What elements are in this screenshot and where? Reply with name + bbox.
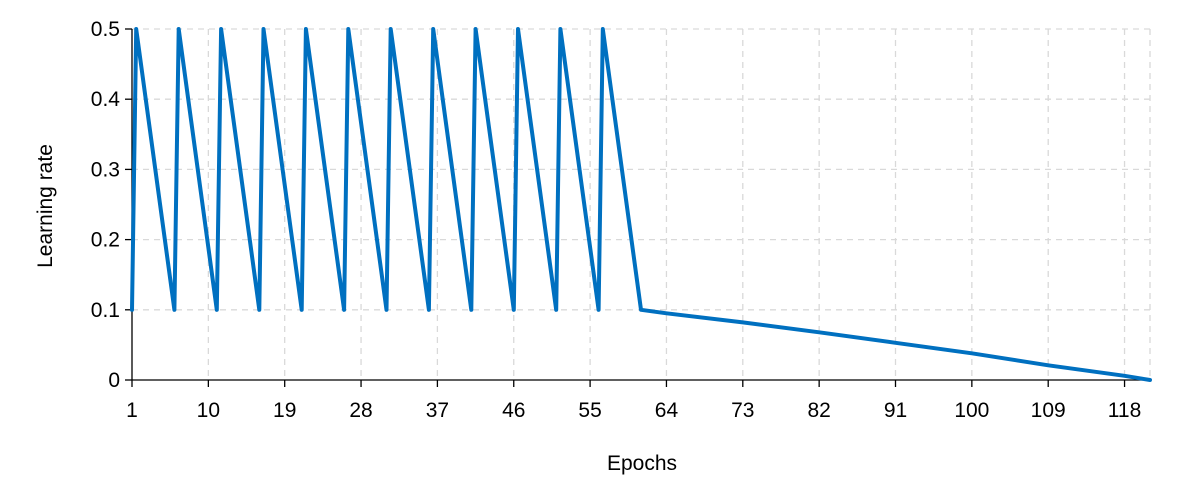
y-axis-title: Learning rate xyxy=(34,144,57,268)
x-tick-label: 100 xyxy=(954,399,989,422)
y-tick-label: 0.1 xyxy=(91,299,120,322)
x-tick-label: 1 xyxy=(126,399,138,422)
x-tick-label: 82 xyxy=(807,399,830,422)
x-tick-label: 46 xyxy=(502,399,525,422)
x-tick-label: 64 xyxy=(655,399,679,422)
x-tick-label: 19 xyxy=(273,399,296,422)
x-tick-label: 118 xyxy=(1108,399,1141,422)
x-tick-label: 55 xyxy=(578,399,601,422)
y-tick-label: 0 xyxy=(108,369,120,392)
y-tick-label: 0.4 xyxy=(91,88,121,111)
series-line-1 xyxy=(130,27,1152,382)
x-tick-label: 109 xyxy=(1031,399,1066,422)
y-tick-label: 0.2 xyxy=(91,229,120,252)
y-axis-ticks: 0 0.1 0.2 0.3 0.4 0.5 xyxy=(91,18,132,392)
x-axis-title: Epochs xyxy=(607,452,677,475)
grid xyxy=(132,28,1151,380)
x-tick-label: 91 xyxy=(884,399,907,422)
x-tick-label: 10 xyxy=(197,399,220,422)
x-tick-label: 73 xyxy=(731,399,754,422)
x-tick-label: 37 xyxy=(426,399,449,422)
series-group xyxy=(130,27,1152,382)
y-tick-label: 0.3 xyxy=(91,158,120,181)
x-axis-ticks: 1 10 19 28 37 46 55 64 73 82 91 100 109 118 xyxy=(126,380,1141,422)
x-tick-label: 28 xyxy=(349,399,372,422)
y-tick-label: 0.5 xyxy=(91,18,120,41)
